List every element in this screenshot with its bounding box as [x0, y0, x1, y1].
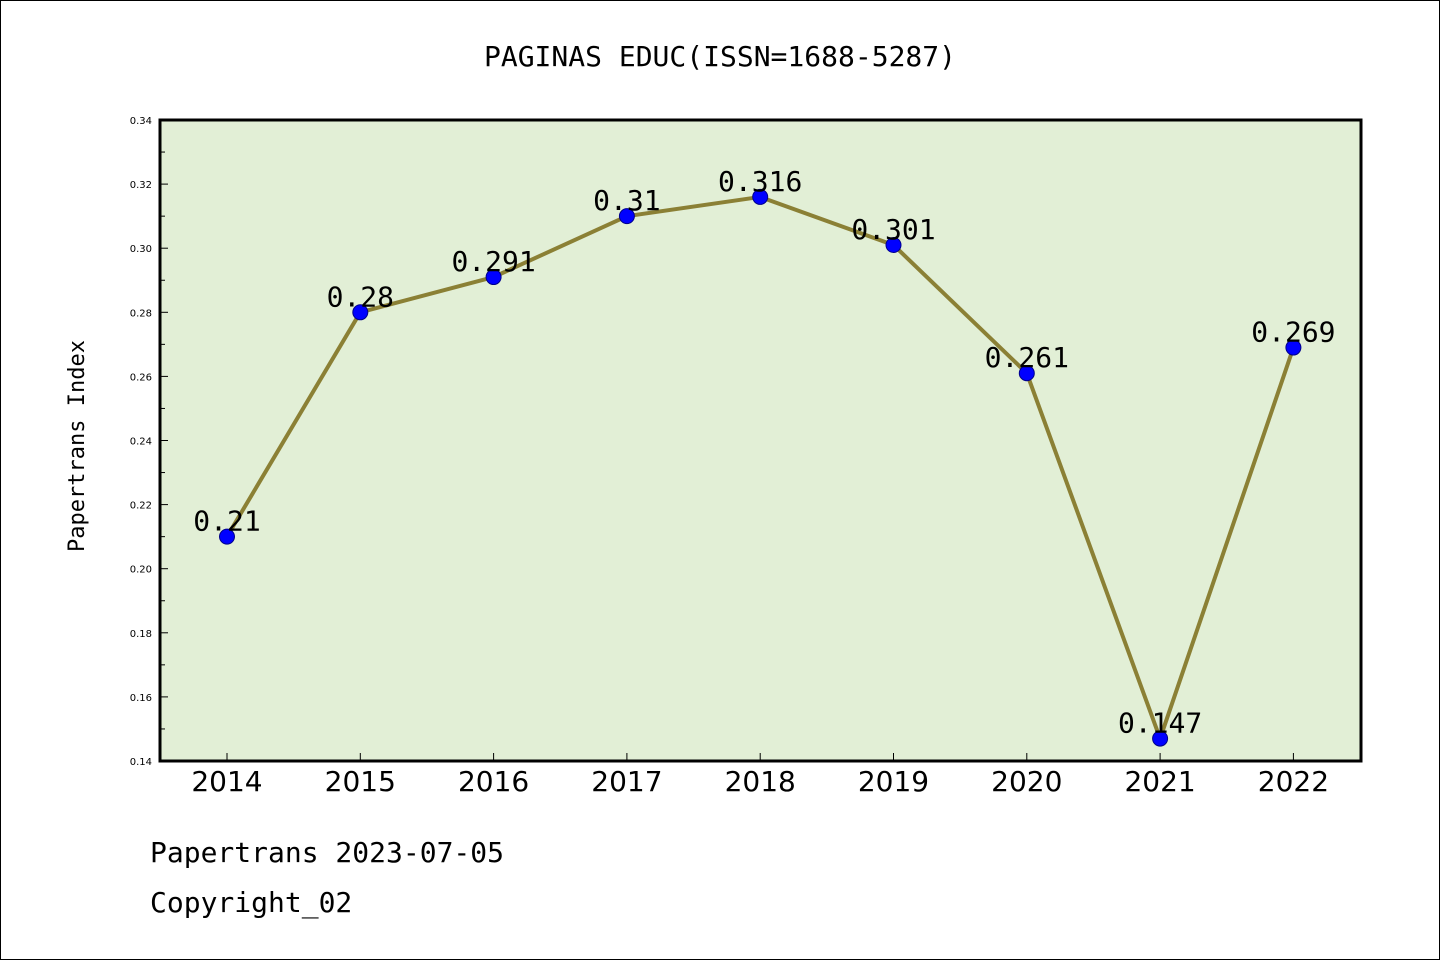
y-tick-label: 0.20	[130, 565, 152, 576]
data-point	[1285, 339, 1302, 356]
y-tick-label: 0.16	[130, 693, 152, 704]
data-label: 0.147	[1118, 707, 1202, 740]
data-label: 0.31	[593, 184, 660, 217]
data-label: 0.28	[327, 280, 394, 313]
data-point	[485, 269, 502, 286]
x-tick-label: 2018	[725, 765, 796, 798]
data-label: 0.301	[851, 213, 935, 246]
y-tick-label: 0.18	[130, 629, 152, 640]
data-label: 0.316	[718, 165, 802, 198]
x-tick-label: 2021	[1124, 765, 1195, 798]
x-tick-label: 2019	[858, 765, 929, 798]
chart-title: PAGINAS EDUC(ISSN=1688-5287)	[484, 40, 956, 73]
data-point	[219, 528, 235, 545]
data-point	[752, 188, 769, 205]
y-axis-label: Papertrans Index	[65, 340, 90, 552]
footer-copyright: Copyright_02	[150, 886, 353, 919]
data-label: 0.21	[193, 505, 260, 538]
data-point	[885, 236, 902, 253]
footer-date: Papertrans 2023-07-05	[150, 836, 505, 869]
data-labels: 0.21 0.28 0.291 0.31 0.316 0.301 0.261 0.147 0.2…	[193, 165, 1335, 740]
data-label: 0.291	[451, 245, 535, 278]
plot-area	[160, 120, 1361, 761]
x-tick-label: 2017	[591, 765, 662, 798]
y-tick-label: 0.24	[130, 437, 152, 448]
data-point	[618, 208, 635, 225]
x-tick-label: 2016	[458, 765, 529, 798]
x-tick-label: 2015	[325, 765, 396, 798]
data-point	[352, 304, 369, 321]
y-tick-label: 0.26	[130, 372, 152, 383]
data-point	[1018, 365, 1035, 382]
y-tick-label: 0.28	[130, 308, 152, 319]
data-label: 0.269	[1251, 316, 1335, 349]
y-tick-label: 0.32	[130, 180, 152, 191]
y-tick-label: 0.14	[130, 757, 152, 768]
x-axis: 2014 2015 2016 2017 2018 2019 2020 2021 2022	[191, 753, 1329, 798]
y-tick-label: 0.34	[130, 116, 152, 127]
x-tick-label: 2020	[991, 765, 1062, 798]
x-tick-label: 2014	[191, 765, 262, 798]
data-point	[1152, 730, 1169, 747]
data-points	[219, 188, 1302, 747]
x-tick-label: 2022	[1258, 765, 1329, 798]
plot-border	[158, 118, 1363, 763]
y-tick-label: 0.30	[130, 244, 152, 255]
y-tick-label: 0.22	[130, 501, 152, 512]
data-label: 0.261	[985, 341, 1069, 374]
y-axis: 0.14 0.16 0.18 0.20 0.22 0.24 0.26 0.28 0.30 0.32…	[130, 116, 168, 768]
